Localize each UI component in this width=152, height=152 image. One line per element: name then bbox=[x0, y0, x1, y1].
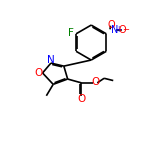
Text: O: O bbox=[34, 68, 42, 78]
Text: O: O bbox=[91, 77, 100, 87]
Text: O: O bbox=[119, 25, 127, 35]
Text: +: + bbox=[116, 25, 122, 34]
Text: −: − bbox=[122, 25, 129, 34]
Text: F: F bbox=[68, 28, 74, 38]
Text: O: O bbox=[77, 94, 85, 104]
Text: N: N bbox=[47, 55, 55, 65]
Text: O: O bbox=[107, 21, 115, 30]
Text: N: N bbox=[111, 25, 118, 35]
